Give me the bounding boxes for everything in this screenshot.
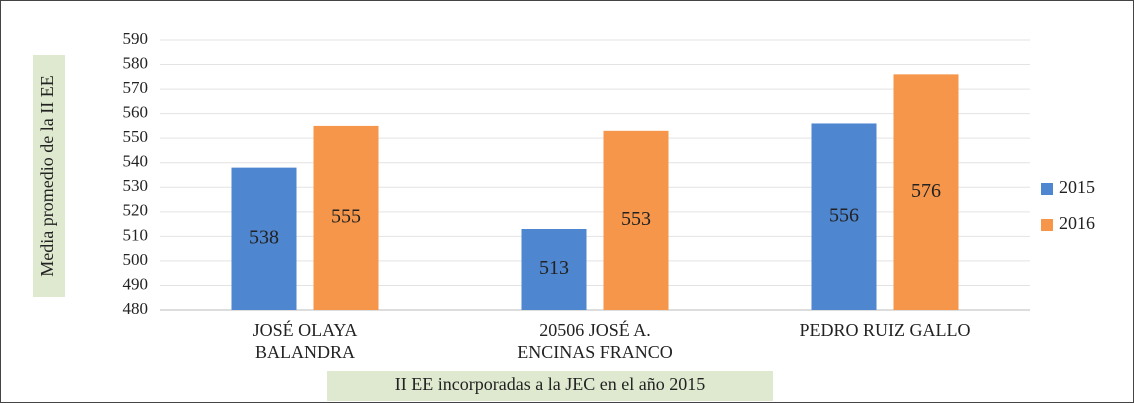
y-tick-label: 520 — [123, 201, 149, 220]
x-tick-label: ENCINAS FRANCO — [517, 342, 673, 362]
legend-label: 2016 — [1059, 213, 1095, 233]
y-tick-label: 480 — [123, 299, 149, 318]
y-tick-label: 510 — [123, 225, 149, 244]
y-tick-label: 550 — [123, 127, 149, 146]
bar — [603, 130, 669, 310]
data-label: 513 — [539, 257, 569, 279]
data-label: 555 — [331, 206, 361, 228]
x-label-box — [327, 371, 773, 401]
y-tick-label: 500 — [123, 250, 149, 269]
bar — [313, 125, 379, 310]
data-label: 538 — [249, 226, 279, 248]
y-tick-label: 580 — [123, 53, 149, 72]
bar — [231, 167, 297, 310]
data-label: 553 — [621, 208, 651, 230]
bar — [893, 74, 959, 310]
y-tick-label: 540 — [123, 152, 149, 171]
x-tick-label: BALANDRA — [255, 342, 355, 362]
legend-swatch — [1041, 219, 1053, 231]
legend-label: 2015 — [1059, 177, 1095, 197]
x-tick-label: PEDRO RUIZ GALLO — [800, 320, 971, 340]
x-tick-label: JOSÉ OLAYA — [253, 319, 358, 340]
legend-swatch — [1041, 183, 1053, 195]
y-tick-label: 490 — [123, 274, 149, 293]
y-tick-label: 570 — [123, 78, 149, 97]
x-tick-label: 20506 JOSÉ A. — [539, 319, 651, 340]
y-axis-label: Media promedio de la II EE — [37, 75, 57, 276]
data-label: 556 — [829, 204, 859, 226]
y-tick-label: 530 — [123, 176, 149, 195]
data-label: 576 — [911, 180, 941, 202]
y-tick-label: 560 — [123, 103, 149, 122]
bar — [811, 123, 877, 310]
bar — [521, 229, 587, 310]
x-axis-label: II EE incorporadas a la JEC en el año 20… — [395, 374, 705, 394]
y-tick-label: 590 — [123, 29, 149, 48]
y-label-box — [33, 55, 65, 297]
